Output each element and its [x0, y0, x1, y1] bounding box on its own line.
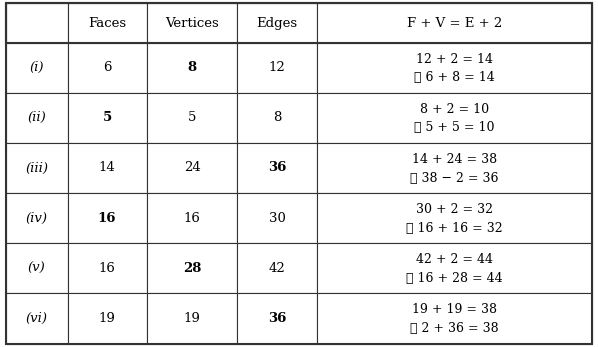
Bar — [6, 93, 68, 143]
Text: 24: 24 — [184, 161, 200, 175]
Text: 30 + 2 = 32: 30 + 2 = 32 — [416, 203, 493, 216]
Text: (v): (v) — [28, 262, 45, 275]
Text: (iii): (iii) — [25, 161, 48, 175]
Bar — [316, 93, 592, 143]
Text: 12: 12 — [269, 61, 285, 74]
Bar — [316, 293, 592, 344]
Bar — [147, 293, 237, 344]
Text: ∴ 16 + 16 = 32: ∴ 16 + 16 = 32 — [406, 222, 502, 235]
Bar — [316, 3, 592, 43]
Bar — [237, 293, 316, 344]
Bar — [237, 243, 316, 293]
Text: ∴ 38 − 2 = 36: ∴ 38 − 2 = 36 — [410, 171, 499, 185]
Text: Edges: Edges — [257, 17, 298, 29]
Bar — [316, 193, 592, 243]
Bar — [68, 43, 147, 93]
Text: ∴ 6 + 8 = 14: ∴ 6 + 8 = 14 — [414, 71, 495, 84]
Text: Vertices: Vertices — [165, 17, 219, 29]
Text: 16: 16 — [184, 212, 200, 225]
Text: 16: 16 — [98, 212, 117, 225]
Text: 36: 36 — [268, 161, 286, 175]
Text: 19: 19 — [99, 312, 115, 325]
Bar — [147, 43, 237, 93]
Bar — [316, 243, 592, 293]
Text: 8: 8 — [188, 61, 197, 74]
Bar — [237, 193, 316, 243]
Text: ∴ 2 + 36 = 38: ∴ 2 + 36 = 38 — [410, 322, 499, 335]
Text: (iv): (iv) — [26, 212, 48, 225]
Text: 5: 5 — [102, 111, 112, 124]
Bar — [68, 243, 147, 293]
Text: (i): (i) — [29, 61, 44, 74]
Text: ∴ 5 + 5 = 10: ∴ 5 + 5 = 10 — [414, 121, 495, 134]
Bar — [147, 3, 237, 43]
Bar — [68, 293, 147, 344]
Text: 30: 30 — [269, 212, 285, 225]
Text: 19: 19 — [184, 312, 200, 325]
Text: F + V = E + 2: F + V = E + 2 — [407, 17, 502, 29]
Bar — [147, 193, 237, 243]
Bar — [237, 143, 316, 193]
Bar — [237, 3, 316, 43]
Bar — [147, 243, 237, 293]
Bar — [6, 43, 68, 93]
Bar — [6, 3, 592, 43]
Text: 42 + 2 = 44: 42 + 2 = 44 — [416, 253, 493, 266]
Text: 19 + 19 = 38: 19 + 19 = 38 — [412, 303, 497, 316]
Text: 8 + 2 = 10: 8 + 2 = 10 — [420, 103, 489, 116]
Bar — [147, 93, 237, 143]
Bar — [68, 3, 147, 43]
Text: 6: 6 — [103, 61, 111, 74]
Text: 42: 42 — [269, 262, 285, 275]
Text: 8: 8 — [273, 111, 281, 124]
Text: 12 + 2 = 14: 12 + 2 = 14 — [416, 53, 493, 66]
Bar — [316, 43, 592, 93]
Text: 5: 5 — [188, 111, 196, 124]
Bar — [6, 143, 68, 193]
Bar — [237, 93, 316, 143]
Text: ∴ 16 + 28 = 44: ∴ 16 + 28 = 44 — [406, 272, 502, 285]
Text: Faces: Faces — [88, 17, 126, 29]
Text: 28: 28 — [183, 262, 202, 275]
Bar — [6, 293, 68, 344]
Bar — [68, 93, 147, 143]
Text: 14 + 24 = 38: 14 + 24 = 38 — [412, 153, 497, 166]
Text: 14: 14 — [99, 161, 115, 175]
Bar — [6, 3, 68, 43]
Text: (vi): (vi) — [26, 312, 48, 325]
Text: 36: 36 — [268, 312, 286, 325]
Bar — [68, 193, 147, 243]
Bar — [147, 143, 237, 193]
Text: (ii): (ii) — [28, 111, 46, 124]
Bar — [6, 243, 68, 293]
Bar — [68, 143, 147, 193]
Bar — [6, 193, 68, 243]
Bar — [316, 143, 592, 193]
Text: 16: 16 — [99, 262, 115, 275]
Bar — [237, 43, 316, 93]
